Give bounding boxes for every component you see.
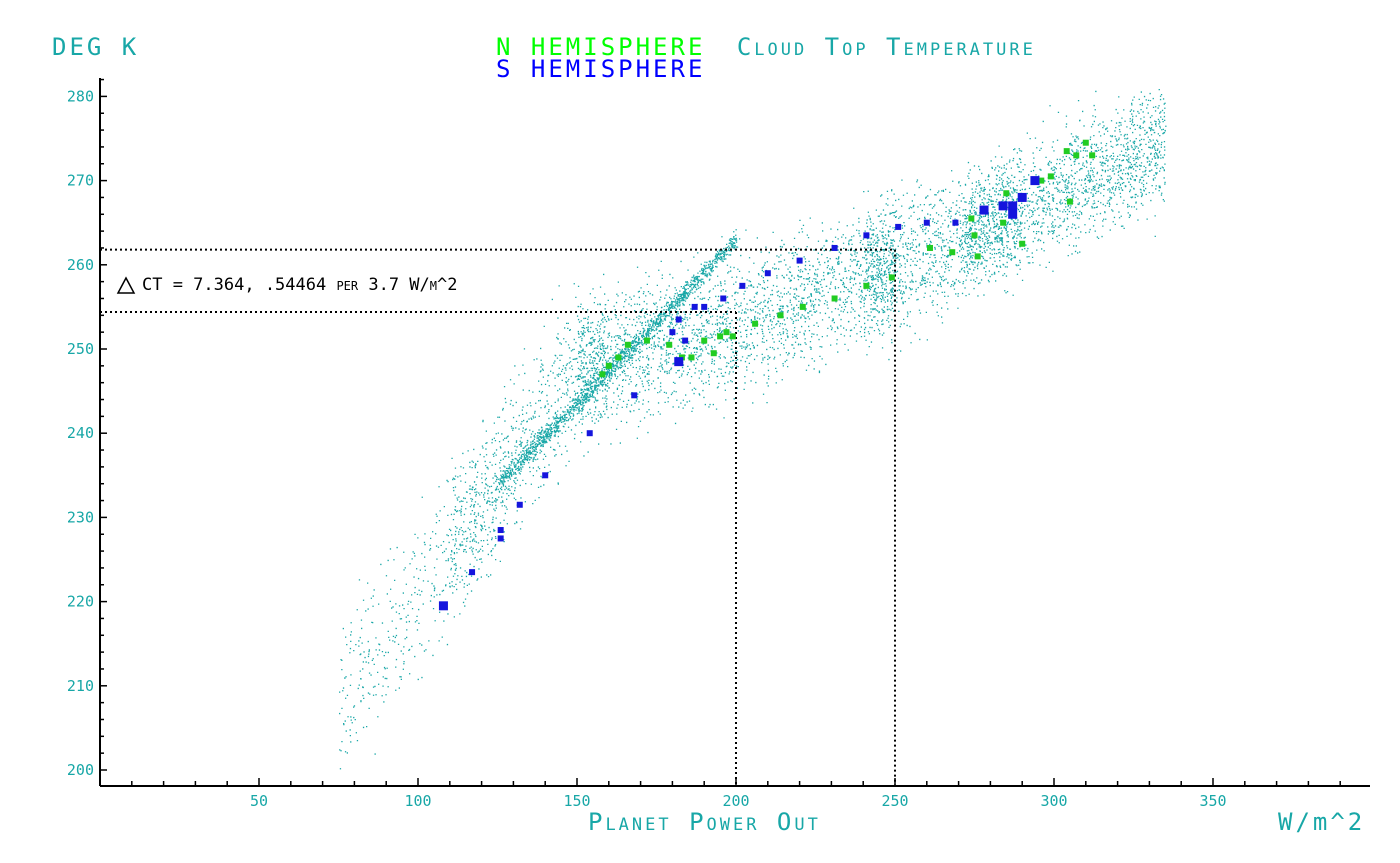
x-tick-label: 150 (563, 792, 590, 810)
y-tick-label: 250 (67, 340, 94, 358)
north-hemisphere-point (723, 329, 730, 336)
south-hemisphere-point (438, 601, 448, 611)
series-north (599, 139, 1096, 378)
north-hemisphere-point (968, 215, 975, 222)
north-hemisphere-point (1000, 219, 1007, 226)
south-hemisphere-point (682, 337, 689, 344)
north-hemisphere-point (1038, 177, 1045, 184)
series-markers (438, 139, 1096, 611)
axes: 200 210 220 230 240 250 260 270 280 50 100 150 200 25… (67, 78, 1370, 810)
y-tick-label: 220 (67, 593, 94, 611)
north-hemisphere-point (1089, 152, 1096, 159)
south-hemisphere-point (1008, 201, 1018, 211)
delta-triangle-icon (116, 276, 136, 294)
north-hemisphere-point (1047, 173, 1054, 180)
title-south-hemisphere: S HEMISPHERE (496, 55, 705, 83)
south-hemisphere-point (739, 282, 746, 289)
south-hemisphere-point (998, 201, 1008, 211)
north-hemisphere-point (1019, 240, 1026, 247)
y-tick-label: 240 (67, 424, 94, 442)
x-axis-label: Planet Power Out (588, 808, 821, 836)
north-hemisphere-point (1082, 139, 1089, 146)
south-hemisphere-point (923, 219, 930, 226)
north-hemisphere-point (624, 341, 631, 348)
x-tick-label: 350 (1199, 792, 1226, 810)
north-hemisphere-point (688, 354, 695, 361)
x-tick-label: 250 (881, 792, 908, 810)
north-hemisphere-point (1066, 198, 1073, 205)
south-hemisphere-point (952, 219, 959, 226)
point-cloud (339, 89, 1167, 770)
y-tick-label: 200 (67, 761, 94, 779)
series-south (438, 176, 1040, 611)
south-hemisphere-point (979, 205, 989, 215)
reference-lines (100, 248, 896, 786)
south-hemisphere-point (497, 535, 504, 542)
north-hemisphere-point (605, 362, 612, 369)
south-hemisphere-point (1030, 176, 1040, 186)
south-hemisphere-point (701, 303, 708, 310)
north-hemisphere-point (831, 295, 838, 302)
north-hemisphere-point (666, 341, 673, 348)
north-hemisphere-point (717, 333, 724, 340)
south-hemisphere-point (796, 257, 803, 264)
north-hemisphere-point (615, 354, 622, 361)
y-tick-label: 230 (67, 508, 94, 526)
north-hemisphere-point (752, 320, 759, 327)
north-hemisphere-point (1073, 152, 1080, 159)
south-hemisphere-point (863, 232, 870, 239)
north-hemisphere-point (799, 303, 806, 310)
north-hemisphere-point (926, 244, 933, 251)
north-hemisphere-point (599, 371, 606, 378)
cloud-points (339, 89, 1167, 770)
x-tick-label: 100 (404, 792, 431, 810)
north-hemisphere-point (863, 282, 870, 289)
north-hemisphere-point (1003, 190, 1010, 197)
south-hemisphere-point (542, 472, 549, 479)
south-hemisphere-point (895, 223, 902, 230)
north-hemisphere-point (777, 312, 784, 319)
x-tick-label: 300 (1040, 792, 1067, 810)
delta-annotation: CT = 7.364, .54464 per 3.7 W/m^2 (116, 275, 457, 295)
south-hemisphere-point (831, 244, 838, 251)
x-tick-label: 200 (722, 792, 749, 810)
chart-title: N HEMISPHERE Cloud Top Temperature (496, 33, 1036, 61)
north-hemisphere-point (949, 249, 956, 256)
title-cloud-top-temperature: Cloud Top Temperature (737, 33, 1036, 61)
south-hemisphere-point (1008, 209, 1018, 219)
south-hemisphere-point (631, 392, 638, 399)
south-hemisphere-point (516, 501, 523, 508)
south-hemisphere-point (764, 270, 771, 277)
y-tick-label: 260 (67, 256, 94, 274)
north-hemisphere-point (974, 253, 981, 260)
north-hemisphere-point (888, 274, 895, 281)
south-hemisphere-point (469, 569, 476, 576)
delta-annotation-text: CT = 7.364, .54464 per 3.7 W/m^2 (142, 275, 457, 295)
north-hemisphere-point (701, 337, 708, 344)
south-hemisphere-point (1017, 192, 1027, 202)
north-hemisphere-point (710, 350, 717, 357)
y-tick-label: 270 (67, 172, 94, 190)
north-hemisphere-point (729, 333, 736, 340)
north-hemisphere-point (971, 232, 978, 239)
north-hemisphere-point (1063, 148, 1070, 155)
y-tick-label: 210 (67, 677, 94, 695)
x-axis-unit: W/m^2 (1278, 808, 1365, 836)
title-north-hemisphere: N HEMISPHERE (496, 33, 705, 61)
north-hemisphere-point (643, 337, 650, 344)
south-hemisphere-point (674, 357, 684, 367)
y-tick-label: 280 (67, 87, 94, 105)
south-hemisphere-point (691, 303, 698, 310)
south-hemisphere-point (720, 295, 727, 302)
south-hemisphere-point (675, 316, 682, 323)
south-hemisphere-point (497, 527, 504, 534)
south-hemisphere-point (586, 430, 593, 437)
south-hemisphere-point (669, 329, 676, 336)
x-tick-label: 50 (250, 792, 268, 810)
y-axis-label: DEG K (52, 33, 139, 61)
